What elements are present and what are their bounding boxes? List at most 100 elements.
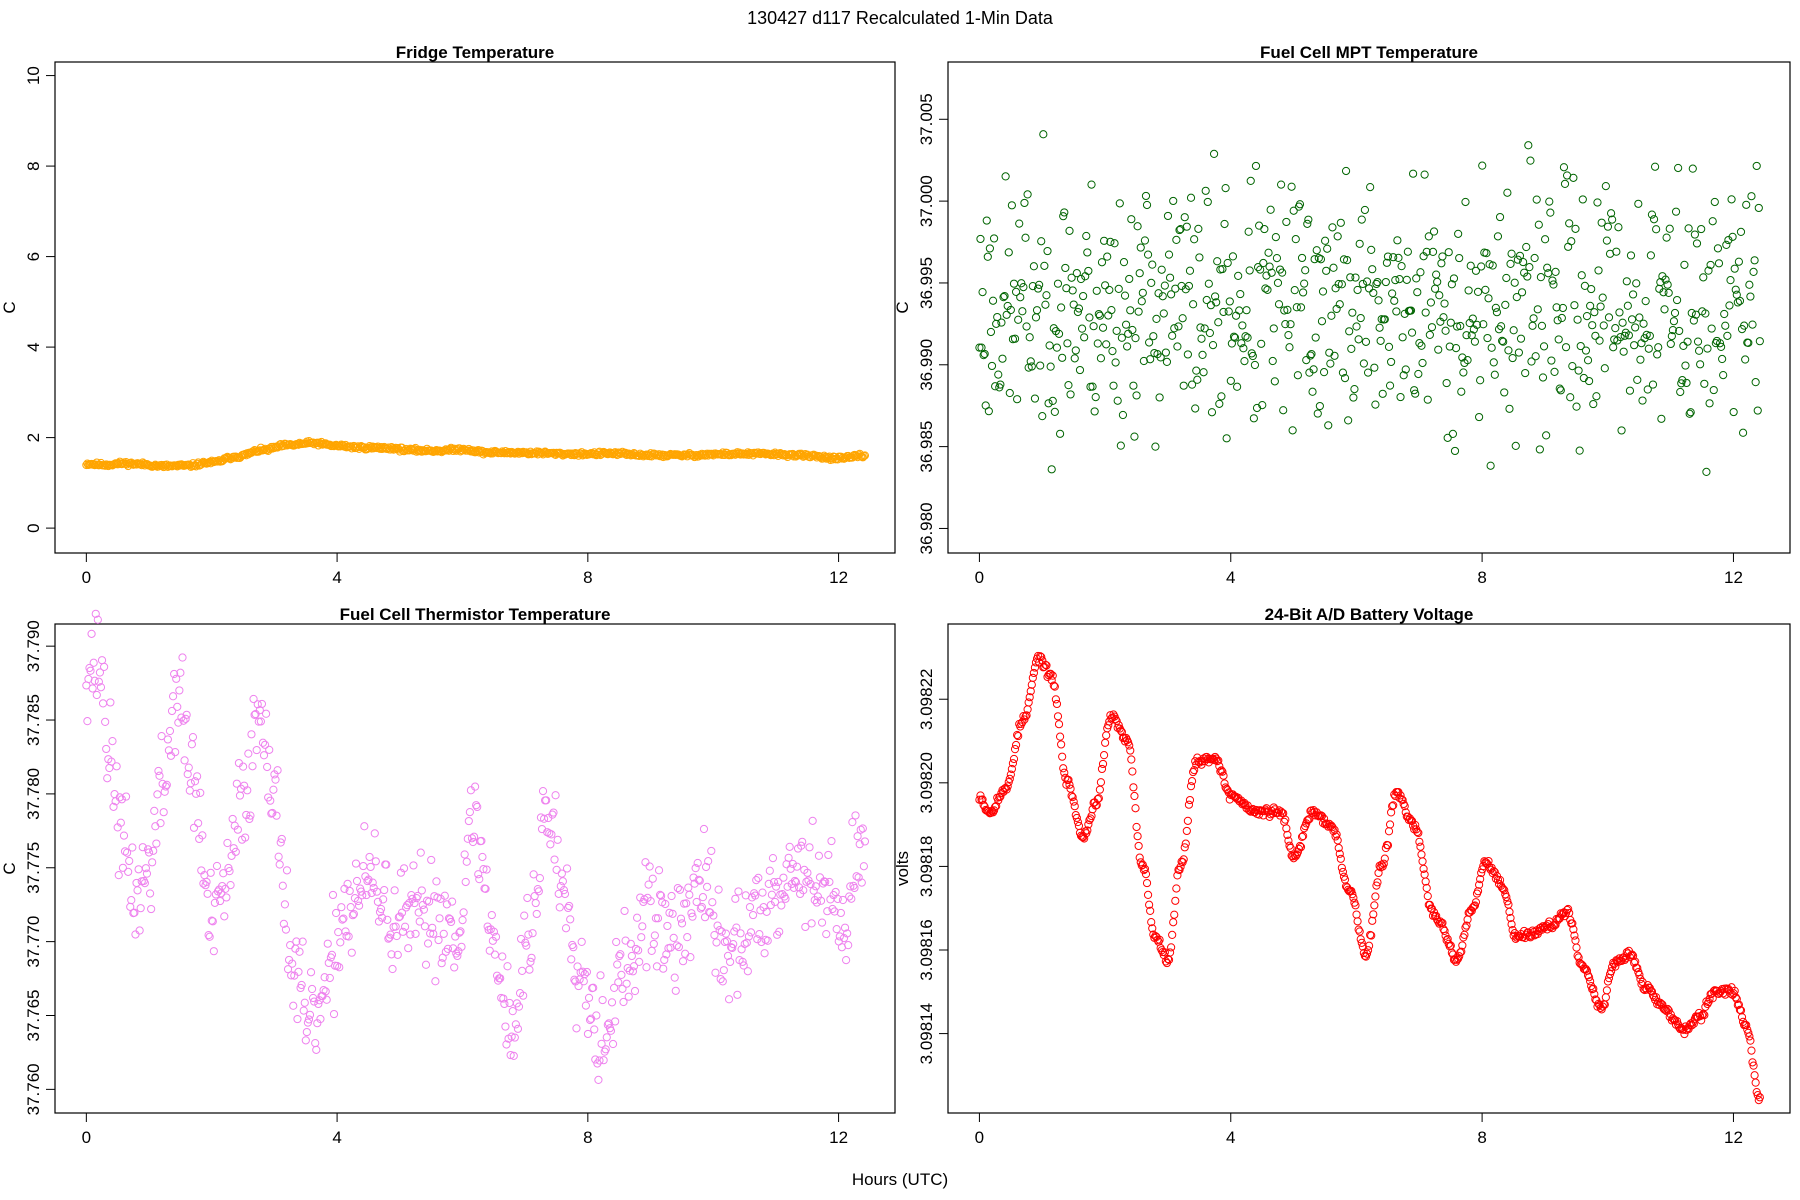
- data-point: [1014, 315, 1023, 324]
- data-point: [311, 1039, 320, 1048]
- data-point: [1489, 358, 1498, 367]
- data-point: [1303, 219, 1312, 228]
- data-point: [1063, 339, 1072, 348]
- data-point: [1547, 922, 1556, 931]
- data-point: [1584, 973, 1594, 982]
- data-point: [171, 748, 180, 757]
- data-point: [527, 953, 536, 962]
- data-point: [1196, 323, 1205, 332]
- data-point: [1668, 1014, 1677, 1023]
- data-point: [669, 933, 678, 942]
- data-point: [771, 882, 781, 891]
- data-point: [1009, 754, 1019, 764]
- data-point: [1301, 266, 1310, 275]
- data-point: [1742, 200, 1751, 209]
- data-point: [338, 915, 347, 924]
- data-point: [1289, 206, 1298, 215]
- data-point: [798, 837, 807, 846]
- data-point: [1025, 333, 1034, 342]
- data-point: [1647, 987, 1657, 996]
- data-point: [1172, 235, 1181, 244]
- data-point: [109, 802, 118, 811]
- y-tick-label: 2: [24, 433, 43, 442]
- x-tick-label: 0: [975, 1128, 984, 1147]
- data-point: [277, 834, 286, 844]
- data-point: [1274, 300, 1284, 309]
- data-point: [816, 896, 826, 905]
- data-point: [427, 855, 436, 865]
- data-point: [708, 898, 717, 907]
- data-point: [1484, 294, 1493, 303]
- data-point: [1125, 741, 1134, 750]
- data-point: [1567, 237, 1576, 246]
- data-point: [280, 900, 289, 909]
- data-point: [1696, 360, 1705, 369]
- data-point: [1458, 353, 1467, 362]
- data-point: [1703, 344, 1712, 353]
- data-point: [570, 975, 579, 984]
- data-point: [1371, 892, 1380, 901]
- data-point: [1145, 900, 1154, 909]
- panel-title: 24-Bit A/D Battery Voltage: [1265, 605, 1474, 624]
- data-point: [614, 978, 623, 987]
- data-point: [1399, 371, 1408, 380]
- data-point: [1369, 288, 1378, 298]
- data-point: [1616, 332, 1625, 342]
- data-point: [1049, 324, 1058, 333]
- data-point: [1155, 393, 1164, 402]
- data-point: [1577, 271, 1586, 280]
- data-point: [1345, 327, 1354, 336]
- data-point: [450, 963, 459, 972]
- data-point: [1751, 378, 1760, 387]
- data-point: [1660, 305, 1669, 314]
- data-point: [528, 929, 537, 938]
- data-point: [1471, 898, 1481, 907]
- data-point: [1749, 267, 1758, 276]
- y-tick-label: 36.985: [917, 421, 936, 473]
- data-point: [1574, 366, 1583, 375]
- data-point: [688, 912, 697, 921]
- data-point: [173, 702, 182, 711]
- data-point: [1127, 755, 1136, 764]
- data-point: [1162, 357, 1172, 367]
- data-point: [1435, 291, 1444, 300]
- data-point: [592, 1011, 601, 1020]
- data-point: [848, 818, 857, 827]
- data-point: [700, 913, 710, 922]
- data-point: [457, 942, 466, 951]
- data-point: [1568, 919, 1577, 928]
- data-point: [100, 662, 109, 672]
- data-point: [1072, 269, 1081, 278]
- data-point: [1335, 300, 1344, 309]
- data-point: [1128, 325, 1137, 335]
- data-point: [1172, 884, 1181, 893]
- data-point: [989, 234, 999, 243]
- data-point: [676, 914, 686, 923]
- data-point: [287, 971, 296, 980]
- data-point: [446, 917, 456, 927]
- data-point: [442, 900, 451, 909]
- data-point: [1281, 320, 1290, 329]
- data-point: [1705, 399, 1714, 408]
- data-point: [1652, 225, 1661, 234]
- data-point: [1414, 369, 1423, 379]
- data-point: [1370, 901, 1379, 910]
- data-point: [1213, 257, 1222, 266]
- data-point: [1099, 751, 1109, 760]
- data-point: [1753, 406, 1762, 415]
- data-point: [1339, 255, 1349, 264]
- data-point: [1163, 211, 1173, 221]
- data-point: [92, 690, 101, 700]
- data-point: [1193, 375, 1202, 384]
- data-point: [1016, 293, 1025, 302]
- data-point: [686, 953, 695, 962]
- data-point: [1292, 303, 1301, 312]
- data-point: [824, 850, 833, 860]
- data-point: [1038, 412, 1047, 421]
- data-point: [377, 913, 387, 922]
- data-point: [1628, 290, 1638, 299]
- data-point: [1219, 307, 1228, 317]
- data-point: [1593, 198, 1602, 207]
- data-point: [1531, 352, 1540, 361]
- data-point: [170, 669, 179, 679]
